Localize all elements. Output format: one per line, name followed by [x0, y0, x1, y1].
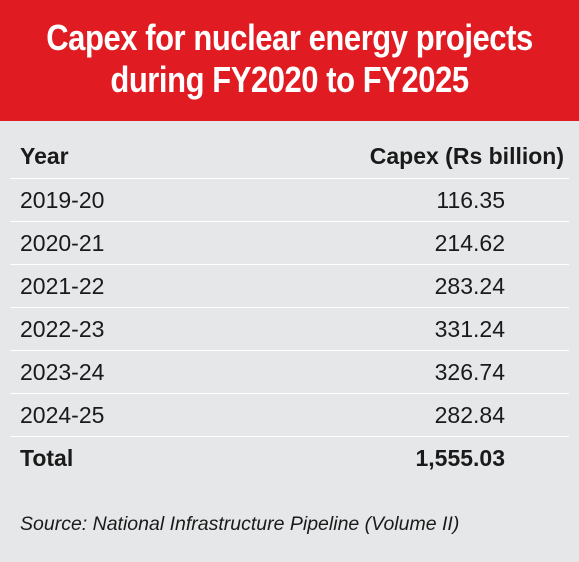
table-row: 2024-25 282.84	[10, 394, 569, 437]
title-line-1: Capex for nuclear energy projects	[46, 17, 533, 58]
row-year: 2022-23	[20, 316, 105, 342]
row-year: 2023-24	[20, 359, 105, 385]
row-year: 2021-22	[20, 273, 105, 299]
table-row: 2021-22 283.24	[10, 265, 569, 308]
row-capex: 326.74	[434, 359, 505, 385]
capex-table: Year Capex (Rs billion) 2019-20 116.35 2…	[0, 121, 579, 479]
total-value: 1,555.03	[415, 445, 505, 471]
title-line-2: during FY2020 to FY2025	[110, 59, 469, 100]
total-label: Total	[20, 445, 74, 471]
source-note: Source: National Infrastructure Pipeline…	[20, 513, 460, 535]
table-row: 2020-21 214.62	[10, 222, 569, 265]
row-year: 2020-21	[20, 230, 105, 256]
table-header-row: Year Capex (Rs billion)	[10, 121, 569, 179]
title-banner: Capex for nuclear energy projects during…	[0, 0, 579, 121]
table-total-row: Total 1,555.03	[10, 437, 569, 479]
table-row: 2023-24 326.74	[10, 351, 569, 394]
row-capex: 283.24	[434, 273, 505, 299]
table-row: 2019-20 116.35	[10, 179, 569, 222]
column-header-capex: Capex (Rs billion)	[369, 143, 564, 169]
row-capex: 331.24	[434, 316, 505, 342]
table-row: 2022-23 331.24	[10, 308, 569, 351]
row-capex: 116.35	[436, 187, 505, 213]
row-capex: 282.84	[434, 402, 505, 428]
column-header-year: Year	[20, 143, 69, 169]
row-year: 2019-20	[20, 187, 105, 213]
row-capex: 214.62	[434, 230, 505, 256]
row-year: 2024-25	[20, 402, 105, 428]
